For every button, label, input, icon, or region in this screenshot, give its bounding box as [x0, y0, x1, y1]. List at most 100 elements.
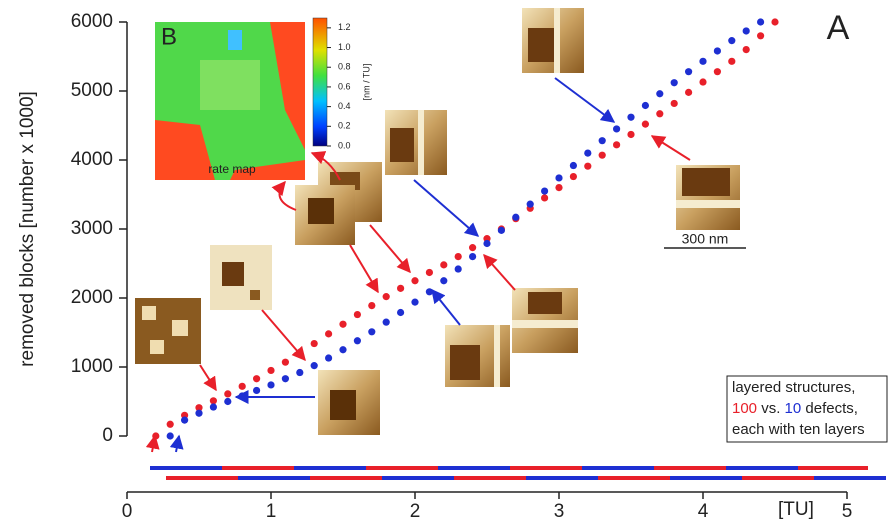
- legend-box: [726, 375, 888, 443]
- point: [353, 310, 361, 319]
- point: [469, 244, 477, 252]
- afm-image: [295, 185, 355, 245]
- afm-image: [445, 325, 510, 387]
- colorbar-tick-label: 1.2: [338, 22, 351, 32]
- y-axis-label: removed blocks [number x 1000]: [17, 91, 38, 367]
- x-tick-label: 3: [554, 501, 565, 522]
- point: [310, 339, 318, 348]
- colorbar-unit: [nm / TU]: [361, 64, 371, 101]
- point: [224, 390, 232, 398]
- point: [209, 397, 217, 405]
- point: [253, 375, 261, 383]
- colorbar-tick-label: 0.6: [338, 81, 351, 91]
- point: [555, 174, 563, 182]
- point: [368, 328, 376, 336]
- afm-image: [210, 245, 272, 310]
- point: [526, 200, 534, 208]
- afm-image: [318, 370, 380, 435]
- legend-entry: 10: [785, 400, 802, 417]
- y-tick-label: 0: [102, 425, 113, 446]
- point: [742, 46, 750, 54]
- arrows: [145, 77, 691, 453]
- afm-image: [385, 110, 447, 175]
- point: [641, 120, 650, 128]
- legend-entry: 100: [732, 400, 757, 417]
- x-tick-label: 5: [842, 501, 853, 522]
- point: [353, 337, 361, 345]
- y-tick-label: 5000: [71, 80, 113, 101]
- point: [425, 288, 433, 296]
- point: [281, 375, 289, 383]
- legend-text: vs.: [757, 400, 785, 417]
- x-unit: [TU]: [778, 499, 814, 520]
- colorbar-tick-label: 0.2: [338, 121, 351, 131]
- point: [382, 293, 390, 301]
- point: [598, 137, 606, 145]
- afm-image: [522, 8, 584, 73]
- point: [152, 432, 160, 440]
- point: [613, 141, 621, 149]
- x-tick-label: 4: [698, 501, 709, 522]
- panel-label: A: [827, 9, 850, 47]
- point: [224, 397, 232, 406]
- colorbar-tick-label: 1.0: [338, 42, 351, 52]
- point: [195, 409, 203, 417]
- point: [685, 68, 693, 76]
- point: [627, 113, 635, 121]
- point: [541, 187, 549, 195]
- point: [411, 298, 419, 306]
- x-tick-label: 2: [410, 501, 421, 522]
- point: [440, 261, 448, 269]
- point: [339, 346, 347, 354]
- colorbar: [312, 17, 328, 147]
- point: [310, 362, 318, 370]
- period-bars: [150, 466, 886, 480]
- point: [166, 432, 174, 440]
- point: [728, 37, 736, 45]
- point: [209, 403, 217, 411]
- point: [685, 88, 693, 96]
- point: [713, 47, 722, 55]
- point: [325, 330, 333, 338]
- point: [757, 32, 765, 40]
- colorbar-tick-label: 0.0: [338, 140, 351, 150]
- legend-text: defects,: [801, 400, 858, 417]
- scale-bar-label: 300 nm: [682, 231, 729, 247]
- point: [670, 99, 678, 108]
- point: [454, 253, 462, 261]
- afm-image: [512, 288, 578, 353]
- point: [397, 308, 405, 317]
- point: [728, 57, 736, 65]
- inset-label: B: [161, 23, 177, 50]
- point: [325, 354, 333, 362]
- point: [339, 320, 347, 328]
- y-tick-label: 1000: [71, 356, 113, 377]
- colorbar-tick-label: 0.8: [338, 62, 351, 72]
- point: [281, 358, 289, 366]
- point: [569, 172, 578, 181]
- point: [598, 151, 606, 159]
- x-tick-label: 0: [122, 501, 133, 522]
- point: [469, 253, 477, 261]
- point: [166, 420, 174, 428]
- point: [253, 386, 261, 395]
- inset-caption: rate map: [208, 162, 256, 176]
- point: [699, 57, 707, 65]
- y-tick-label: 4000: [71, 149, 113, 170]
- point: [670, 79, 678, 87]
- colorbar-tick-label: 0.4: [338, 101, 351, 111]
- point: [512, 213, 520, 221]
- afm-image: [135, 298, 201, 364]
- point: [584, 162, 592, 170]
- series: [166, 18, 765, 440]
- point: [238, 382, 246, 390]
- scale-bar: 300 nm: [664, 231, 746, 249]
- legend-line: 100 vs. 10 defects,: [732, 400, 858, 417]
- point: [497, 226, 505, 234]
- y-tick-label: 2000: [71, 287, 113, 308]
- point: [555, 184, 563, 192]
- point: [569, 161, 578, 170]
- point: [757, 18, 765, 26]
- point: [195, 404, 203, 412]
